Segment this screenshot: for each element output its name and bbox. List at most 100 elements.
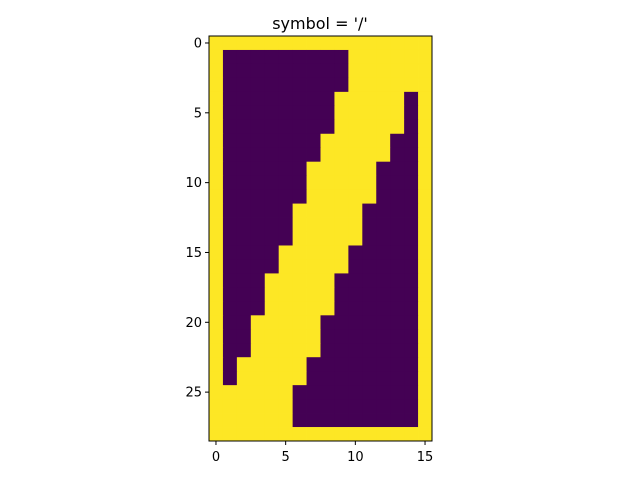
x-tick-label: 15 <box>417 450 434 465</box>
y-tick-label: 15 <box>185 246 202 261</box>
heatmap-cell <box>362 427 377 442</box>
heatmap-cell <box>334 133 349 149</box>
heatmap-cell <box>320 91 335 107</box>
heatmap-cell <box>236 119 252 135</box>
y-tick-label: 0 <box>194 36 202 51</box>
heatmap-cell <box>292 245 307 260</box>
heatmap-cell <box>334 343 349 358</box>
heatmap-cell <box>250 189 266 204</box>
heatmap-cell <box>362 385 377 400</box>
heatmap-cell <box>222 119 238 135</box>
heatmap-cell <box>236 357 252 372</box>
heatmap-cell <box>209 217 224 232</box>
heatmap-cell <box>278 36 294 51</box>
heatmap-cell <box>376 329 391 344</box>
heatmap-cell <box>222 413 238 428</box>
heatmap-cell <box>250 287 266 302</box>
heatmap-cell <box>320 245 335 260</box>
heatmap-cell <box>390 133 405 149</box>
heatmap-cell <box>362 259 377 274</box>
heatmap-cell <box>390 385 405 400</box>
heatmap-cell <box>306 315 321 330</box>
heatmap-cell <box>250 413 266 428</box>
heatmap-cell <box>306 91 321 107</box>
heatmap-cell <box>306 301 321 316</box>
heatmap-cell <box>250 36 266 51</box>
heatmap-cell <box>222 245 238 260</box>
heatmap-cell <box>278 77 294 93</box>
heatmap-cell <box>376 315 391 330</box>
heatmap-cell <box>404 259 419 274</box>
y-tick-label: 10 <box>185 176 202 191</box>
heatmap-cell <box>278 399 294 414</box>
heatmap-cell <box>404 357 419 372</box>
heatmap-cell <box>236 259 252 274</box>
heatmap-cell <box>334 119 349 135</box>
heatmap-cell <box>222 63 238 79</box>
heatmap-cell <box>209 231 224 246</box>
heatmap-cell <box>236 371 252 386</box>
heatmap-cell <box>320 231 335 246</box>
heatmap-cell <box>362 413 377 428</box>
heatmap-cell <box>292 63 307 79</box>
heatmap-cell <box>390 399 405 414</box>
heatmap-cell <box>209 357 224 372</box>
heatmap-cell <box>292 301 307 316</box>
heatmap-cell <box>320 36 335 51</box>
heatmap-cell <box>222 427 238 442</box>
heatmap-cell <box>418 161 433 177</box>
heatmap-cell <box>404 203 419 218</box>
heatmap-cell <box>209 343 224 358</box>
x-tick-label: 0 <box>212 450 220 465</box>
heatmap-cell <box>418 77 433 93</box>
heatmap-cell <box>236 427 252 442</box>
heatmap-cell <box>320 259 335 274</box>
heatmap-cell <box>376 427 391 442</box>
heatmap-cell <box>348 175 363 191</box>
heatmap-cell <box>222 329 238 344</box>
heatmap-cell <box>362 91 377 107</box>
heatmap-cell <box>222 133 238 149</box>
heatmap-cell <box>209 413 224 428</box>
heatmap-cell <box>390 161 405 177</box>
heatmap-cell <box>376 301 391 316</box>
heatmap-cell <box>348 357 363 372</box>
heatmap-cell <box>390 36 405 51</box>
heatmap-cell <box>292 343 307 358</box>
heatmap-cell <box>236 399 252 414</box>
heatmap-cell <box>222 36 238 51</box>
heatmap-cell <box>390 49 405 65</box>
heatmap-cell <box>236 203 252 218</box>
heatmap-cell <box>209 385 224 400</box>
heatmap-cell <box>418 315 433 330</box>
heatmap-cell <box>362 77 377 93</box>
heatmap-cell <box>362 119 377 135</box>
heatmap-cell <box>376 217 391 232</box>
heatmap-cell <box>418 273 433 288</box>
heatmap-cell <box>334 147 349 163</box>
heatmap-cell <box>320 315 335 330</box>
heatmap-cell <box>348 343 363 358</box>
heatmap-cell <box>348 49 363 65</box>
heatmap-cell <box>209 427 224 442</box>
heatmap-cell <box>236 329 252 344</box>
heatmap-cell <box>250 133 266 149</box>
heatmap-cell <box>264 119 280 135</box>
heatmap-cell <box>292 385 307 400</box>
heatmap-cell <box>320 105 335 121</box>
heatmap-cell <box>418 329 433 344</box>
heatmap-cell <box>320 49 335 65</box>
heatmap-cell <box>264 147 280 163</box>
heatmap-cell <box>320 189 335 204</box>
heatmap-cell <box>292 91 307 107</box>
heatmap-cell <box>292 231 307 246</box>
heatmap-cell <box>292 147 307 163</box>
heatmap-cell <box>306 63 321 79</box>
heatmap-cell <box>250 63 266 79</box>
heatmap-cell <box>264 36 280 51</box>
heatmap-cell <box>348 315 363 330</box>
chart-title: symbol = '/' <box>272 14 368 33</box>
heatmap-cell <box>376 287 391 302</box>
heatmap-cell <box>236 63 252 79</box>
heatmap-cell <box>209 259 224 274</box>
